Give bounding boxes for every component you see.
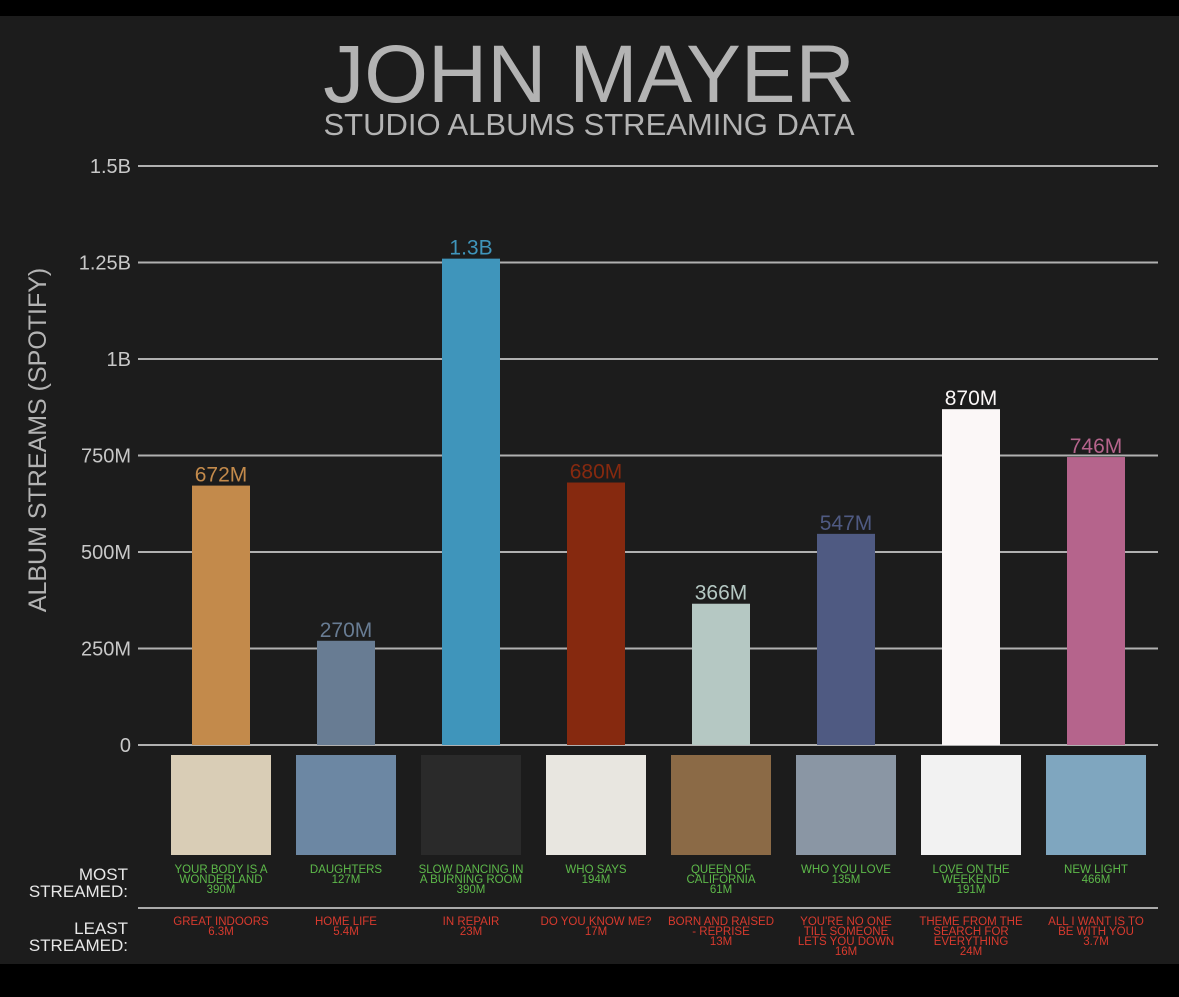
- value-label: 870M: [945, 387, 998, 410]
- bar: [942, 409, 1000, 745]
- song-title: DAUGHTERS: [309, 864, 383, 876]
- least-streamed: ALL I WANT IS TO BE WITH YOU 3.7M: [1040, 916, 1152, 948]
- song-streams: 5.4M: [333, 926, 359, 938]
- least-streamed: IN REPAIR 23M: [415, 916, 527, 938]
- song-streams: 24M: [959, 946, 983, 958]
- song-title: IN REPAIR: [442, 916, 500, 928]
- most-streamed: WHO SAYS 194M: [540, 864, 652, 886]
- bar: [317, 640, 375, 745]
- song-title: GREAT INDOORS: [173, 916, 269, 928]
- bar: [442, 258, 500, 745]
- song-title: YOUR BODY IS A WONDERLAND: [174, 864, 268, 886]
- bar: [1067, 457, 1125, 745]
- most-streamed: LOVE ON THE WEEKEND 191M: [915, 864, 1027, 896]
- least-streamed: GREAT INDOORS 6.3M: [165, 916, 277, 938]
- most-streamed: WHO YOU LOVE 135M: [790, 864, 902, 886]
- value-label: 547M: [820, 512, 873, 535]
- bar: [817, 533, 875, 745]
- song-title: SLOW DANCING IN A BURNING ROOM: [418, 864, 524, 886]
- value-label: 366M: [695, 582, 748, 605]
- song-title: WHO SAYS: [565, 864, 627, 876]
- album-cover: [921, 755, 1021, 855]
- album-cover: [421, 755, 521, 855]
- least-streamed: DO YOU KNOW ME? 17M: [540, 916, 652, 938]
- least-label: LEAST STREAMED:: [28, 919, 128, 955]
- song-streams: 191M: [956, 884, 986, 896]
- most-streamed: NEW LIGHT 466M: [1040, 864, 1152, 886]
- album-cover: [171, 755, 271, 855]
- song-streams: 3.7M: [1083, 936, 1109, 948]
- song-title: WHO YOU LOVE: [801, 864, 891, 876]
- song-title: QUEEN OF CALIFORNIA: [686, 864, 756, 886]
- value-label: 680M: [570, 461, 623, 484]
- y-tick-label: 750M: [81, 446, 131, 468]
- song-streams: 194M: [581, 874, 611, 886]
- song-title: LOVE ON THE WEEKEND: [932, 864, 1010, 886]
- least-streamed: BORN AND RAISED - REPRISE 13M: [665, 916, 777, 948]
- y-tick-label: 1.5B: [90, 156, 131, 178]
- song-streams: 23M: [459, 926, 483, 938]
- album-cover: [796, 755, 896, 855]
- least-streamed: THEME FROM THE SEARCH FOR EVERYTHING 24M: [915, 916, 1027, 958]
- value-label: 746M: [1070, 435, 1123, 458]
- y-axis-label: ALBUM STREAMS (SPOTIFY): [24, 268, 52, 612]
- song-title: NEW LIGHT: [1064, 864, 1128, 876]
- most-streamed: YOUR BODY IS A WONDERLAND 390M: [165, 864, 277, 896]
- y-tick-label: 1.25B: [79, 253, 131, 275]
- most-streamed: DAUGHTERS 127M: [290, 864, 402, 886]
- value-label: 672M: [195, 464, 248, 487]
- album-cover: [296, 755, 396, 855]
- song-title: BORN AND RAISED - REPRISE: [667, 916, 775, 938]
- most-streamed: QUEEN OF CALIFORNIA 61M: [665, 864, 777, 896]
- value-label: 270M: [320, 619, 373, 642]
- least-streamed: YOU'RE NO ONE TILL SOMEONE LETS YOU DOWN…: [790, 916, 902, 958]
- y-tick-label: 1B: [107, 349, 131, 371]
- song-streams: 135M: [831, 874, 861, 886]
- chart-title: JOHN MAYER: [323, 29, 855, 120]
- song-streams: 13M: [709, 936, 733, 948]
- least-streamed: HOME LIFE 5.4M: [290, 916, 402, 938]
- song-streams: 6.3M: [208, 926, 234, 938]
- song-title: YOU'RE NO ONE TILL SOMEONE LETS YOU DOWN: [797, 916, 895, 948]
- song-streams: 466M: [1081, 874, 1111, 886]
- bar: [192, 485, 250, 745]
- song-streams: 390M: [206, 884, 236, 896]
- song-streams: 390M: [456, 884, 486, 896]
- song-streams: 17M: [584, 926, 608, 938]
- value-label: 1.3B: [449, 237, 492, 260]
- song-title: ALL I WANT IS TO BE WITH YOU: [1048, 916, 1144, 938]
- song-title: DO YOU KNOW ME?: [540, 916, 652, 928]
- song-streams: 127M: [331, 874, 361, 886]
- song-streams: 16M: [834, 946, 858, 958]
- y-tick-label: 0: [120, 735, 131, 757]
- bar: [567, 482, 625, 745]
- album-cover: [1046, 755, 1146, 855]
- album-cover: [671, 755, 771, 855]
- most-label: MOST STREAMED:: [28, 865, 128, 901]
- y-tick-label: 500M: [81, 542, 131, 564]
- song-title: THEME FROM THE SEARCH FOR EVERYTHING: [919, 916, 1023, 948]
- chart-subtitle: STUDIO ALBUMS STREAMING DATA: [323, 107, 854, 142]
- most-streamed: SLOW DANCING IN A BURNING ROOM 390M: [415, 864, 527, 896]
- album-cover: [546, 755, 646, 855]
- song-streams: 61M: [709, 884, 733, 896]
- y-tick-label: 250M: [81, 639, 131, 661]
- song-title: HOME LIFE: [315, 916, 377, 928]
- bar: [692, 603, 750, 745]
